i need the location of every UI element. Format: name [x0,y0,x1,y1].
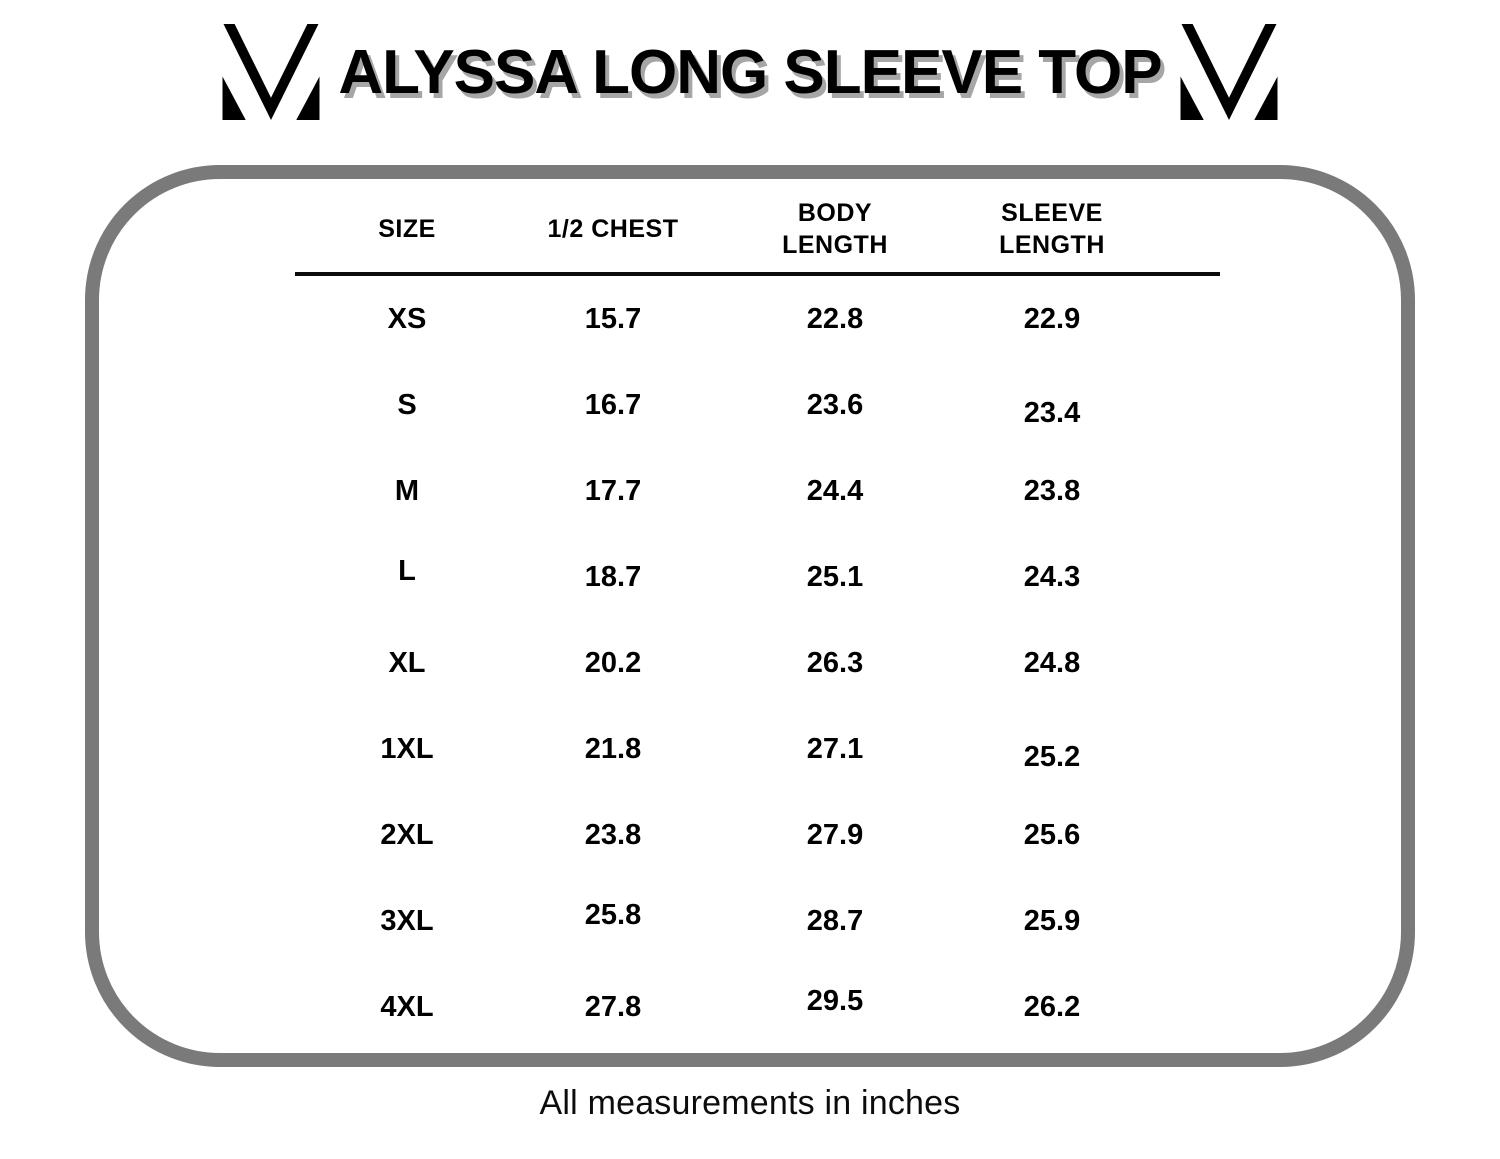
cell-sleeve-length: 23.8 [1023,474,1081,507]
cell-half-chest: 21.8 [584,732,642,765]
cell-sleeve-length: 25.9 [1023,904,1081,937]
table-row-2xl: 2XL 23.8 27.9 25.6 [295,792,1220,878]
cell-sleeve-length: 22.9 [1023,302,1081,335]
table-row-xs: XS 15.7 22.8 22.9 [295,276,1220,362]
cell-half-chest: 23.8 [584,818,642,851]
header: ALYSSA LONG SLEEVE TOP [0,24,1500,120]
cell-size: 3XL [380,904,434,937]
cell-body-length: 25.1 [806,560,864,593]
cell-body-length: 22.8 [806,302,864,335]
table-header-row: SIZE 1/2 CHEST BODY LENGTH SLEEVE LENGTH [295,186,1220,272]
m-logo-left-icon [220,24,322,120]
cell-body-length: 29.5 [806,984,864,1017]
size-table: SIZE 1/2 CHEST BODY LENGTH SLEEVE LENGTH… [295,186,1220,1050]
cell-half-chest: 18.7 [584,560,642,593]
table-row-s: S 16.7 23.6 23.4 [295,362,1220,448]
cell-sleeve-length: 24.8 [1023,646,1081,679]
cell-size: S [397,388,417,421]
cell-half-chest: 27.8 [584,990,642,1023]
cell-sleeve-length: 24.3 [1023,560,1081,593]
cell-half-chest: 16.7 [584,388,642,421]
column-header-half-chest: 1/2 CHEST [547,214,679,243]
table-row-m: M 17.7 24.4 23.8 [295,448,1220,534]
cell-body-length: 27.1 [806,732,864,765]
page-title: ALYSSA LONG SLEEVE TOP [338,37,1162,107]
table-header-divider [295,272,1220,276]
cell-size: XL [388,646,426,679]
table-row-4xl: 4XL 27.8 29.5 26.2 [295,964,1220,1050]
column-header-sleeve-length: SLEEVE LENGTH [999,198,1105,260]
cell-half-chest: 25.8 [584,898,642,931]
m-logo-right-icon [1178,24,1280,120]
cell-body-length: 24.4 [806,474,864,507]
measurements-note: All measurements in inches [539,1084,961,1122]
column-header-body-length: BODY LENGTH [782,198,888,260]
cell-sleeve-length: 23.4 [1023,396,1081,429]
table-row-xl: XL 20.2 26.3 24.8 [295,620,1220,706]
cell-sleeve-length: 26.2 [1023,990,1081,1023]
cell-size: XS [387,302,427,335]
cell-size: L [398,554,416,587]
table-row-1xl: 1XL 21.8 27.1 25.2 [295,706,1220,792]
cell-size: M [394,474,420,507]
cell-body-length: 26.3 [806,646,864,679]
cell-half-chest: 17.7 [584,474,642,507]
cell-size: 4XL [380,990,434,1023]
cell-sleeve-length: 25.2 [1023,740,1081,773]
cell-body-length: 27.9 [806,818,864,851]
chart-frame [85,165,1415,1067]
cell-body-length: 23.6 [806,388,864,421]
table-row-3xl: 3XL 25.8 28.7 25.9 [295,878,1220,964]
cell-size: 1XL [380,732,434,765]
cell-size: 2XL [380,818,434,851]
cell-sleeve-length: 25.6 [1023,818,1081,851]
table-row-l: L 18.7 25.1 24.3 [295,534,1220,620]
cell-half-chest: 15.7 [584,302,642,335]
cell-body-length: 28.7 [806,904,864,937]
column-header-size: SIZE [378,214,436,243]
cell-half-chest: 20.2 [584,646,642,679]
